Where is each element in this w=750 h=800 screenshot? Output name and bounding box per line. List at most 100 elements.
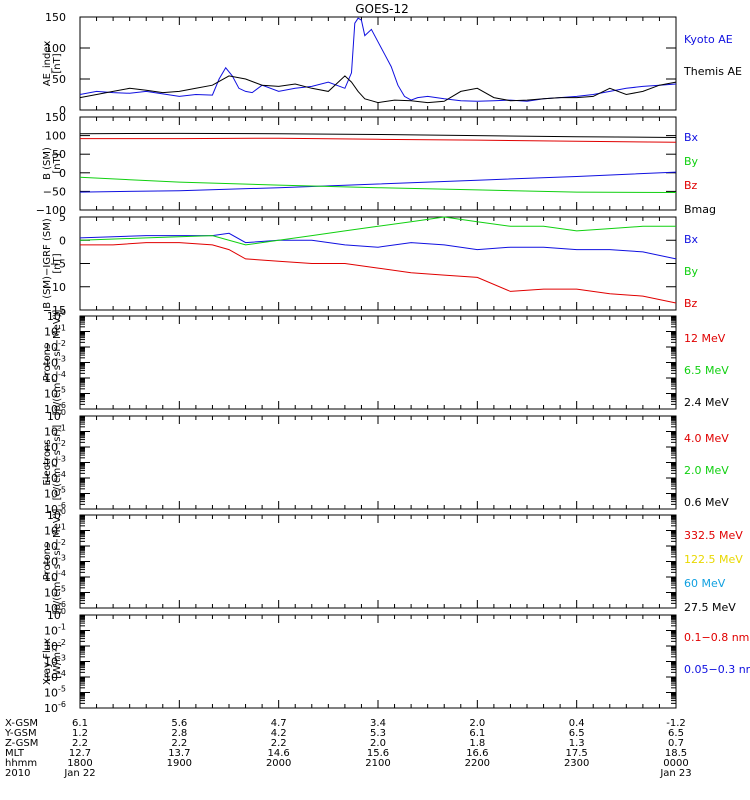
legend-entry: 27.5 MeV xyxy=(684,601,736,614)
y-tick-label: 150 xyxy=(45,11,66,24)
x-row-value: 0.4 xyxy=(569,718,585,729)
x-row-value: 2200 xyxy=(465,758,490,769)
y-tick-label: 150 xyxy=(45,111,66,124)
x-row-label: MLT xyxy=(5,748,25,759)
x-row-value: 5.3 xyxy=(370,728,386,739)
series-line-bx xyxy=(79,232,677,260)
x-row-value: 6.1 xyxy=(72,718,88,729)
x-row-value: 1900 xyxy=(167,758,192,769)
x-row-value: -1.2 xyxy=(666,718,686,729)
legend-entry: 122.5 MeV xyxy=(684,553,743,566)
legend-entry: Bmag xyxy=(684,203,716,216)
legend-entry: 332.5 MeV xyxy=(684,529,743,542)
x-row-value: 2.0 xyxy=(469,718,485,729)
legend-entry: Bx xyxy=(684,131,699,144)
y-axis-label: Protons[p/(cm²−s−sr−MeV)] xyxy=(42,309,63,415)
legend-entry: Bz xyxy=(684,297,698,310)
y-tick-label: 0 xyxy=(59,234,66,247)
legend-entry: 60 MeV xyxy=(684,577,726,590)
x-row-value: 6.5 xyxy=(569,728,585,739)
legend-entry: Kyoto AE xyxy=(684,33,733,46)
y-tick-label: 0 xyxy=(59,104,66,117)
series-line-kyoto-ae xyxy=(79,17,677,102)
y-tick-label: 10-6 xyxy=(44,700,66,715)
x-row-value: 0.7 xyxy=(668,738,684,749)
legend-entry: 4.0 MeV xyxy=(684,432,729,445)
x-row-value: 0000 xyxy=(663,758,688,769)
y-tick-label: 100 xyxy=(47,408,66,423)
x-row-value: 12.7 xyxy=(69,748,91,759)
x-row-value: 3.4 xyxy=(370,718,386,729)
x-row-value: 1800 xyxy=(67,758,92,769)
legend-entry: 0.6 MeV xyxy=(684,496,729,509)
y-tick-label: −10 xyxy=(43,281,66,294)
panel-frame xyxy=(79,116,677,211)
x-row-value: 2000 xyxy=(266,758,291,769)
plot-title: GOES-12 xyxy=(355,2,409,16)
panel-frame xyxy=(79,16,677,111)
y-axis-label: Xray Flux[W/m²] xyxy=(42,638,63,685)
y-axis-label: B (SM)[nT] xyxy=(42,147,63,180)
x-row-value: 17.5 xyxy=(566,748,588,759)
x-row-value: 2100 xyxy=(365,758,390,769)
x-row-value: 4.2 xyxy=(271,728,287,739)
series-line-themis-ae xyxy=(79,75,677,104)
x-row-value: 6.1 xyxy=(469,728,485,739)
y-tick-label: −50 xyxy=(43,185,66,198)
legend-entry: Bx xyxy=(684,233,699,246)
series-line-bz xyxy=(80,137,677,143)
legend-entry: Bz xyxy=(684,179,698,192)
series-line-by xyxy=(79,176,677,193)
panel-frame xyxy=(79,216,677,311)
legend-entry: 2.4 MeV xyxy=(684,396,729,409)
panel-dev: −15 −10 −5 0 5B (SM)−IGRF (SM)[nT] Bx By Bz xyxy=(42,211,699,317)
y-tick-label: 100 xyxy=(47,607,66,622)
panel-ae: 0 50 100 150 AE_index[nT] Kyoto AE Themis AE xyxy=(42,11,742,117)
x-row-value: 2.8 xyxy=(171,728,187,739)
panel-frame xyxy=(79,514,677,609)
x-row-label: 2010 xyxy=(5,768,30,779)
x-row-value: 4.7 xyxy=(271,718,287,729)
x-row-value: 6.5 xyxy=(668,728,684,739)
y-tick-label: −100 xyxy=(36,204,66,217)
panel-frame xyxy=(79,614,677,709)
x-row-value: 13.7 xyxy=(168,748,190,759)
panel-e: 10-610-510-410-310-210-1100Electrons[e/(… xyxy=(42,408,729,516)
series-line-bx xyxy=(79,171,677,193)
y-tick-label: 10-5 xyxy=(44,685,66,700)
series-line-by xyxy=(79,216,676,246)
y-tick-label: 10-1 xyxy=(44,623,66,638)
x-row-value: Jan 23 xyxy=(659,768,691,779)
y-tick-label: −5 xyxy=(50,258,66,271)
y-tick-label: 100 xyxy=(45,130,66,143)
y-axis-label: B (SM)−IGRF (SM)[nT] xyxy=(42,218,63,309)
x-row-value: Jan 22 xyxy=(63,768,95,779)
x-row-value: 5.6 xyxy=(171,718,187,729)
panel-b: −100 −50 0 50 100 150 B (SM)[nT] Bx By Bz Bmag xyxy=(36,111,716,217)
panel-frame xyxy=(79,415,677,510)
panel-p2: 10-610-510-410-310-210-1100Protons[p/(cm… xyxy=(42,507,743,615)
y-axis-label: Protons[p/(cm²−s−sr−MeV)] xyxy=(42,508,63,614)
x-row-value: 16.6 xyxy=(466,748,488,759)
series-line-bz xyxy=(80,242,677,304)
x-row-value: 2.2 xyxy=(72,738,88,749)
x-row-value: 1.8 xyxy=(469,738,485,749)
legend-entry: 2.0 MeV xyxy=(684,464,729,477)
legend-entry: 0.05−0.3 nm xyxy=(684,663,750,676)
x-row-label: Z-GSM xyxy=(5,738,38,749)
x-row-label: Y-GSM xyxy=(4,728,37,739)
x-row-value: 15.6 xyxy=(367,748,389,759)
y-axis-label: AE_index[nT] xyxy=(42,41,63,87)
y-tick-label: −15 xyxy=(43,304,66,317)
x-row-value: 1.2 xyxy=(72,728,88,739)
legend-entry: Themis AE xyxy=(683,65,742,78)
panel-frame xyxy=(79,315,677,410)
legend-entry: By xyxy=(684,265,699,278)
y-axis-label: Electrons[e/(cm²−s−sr)] xyxy=(42,425,63,501)
legend-entry: 6.5 MeV xyxy=(684,364,729,377)
x-row-value: 14.6 xyxy=(268,748,290,759)
y-tick-label: 0 xyxy=(59,167,66,180)
y-tick-label: 50 xyxy=(52,148,66,161)
